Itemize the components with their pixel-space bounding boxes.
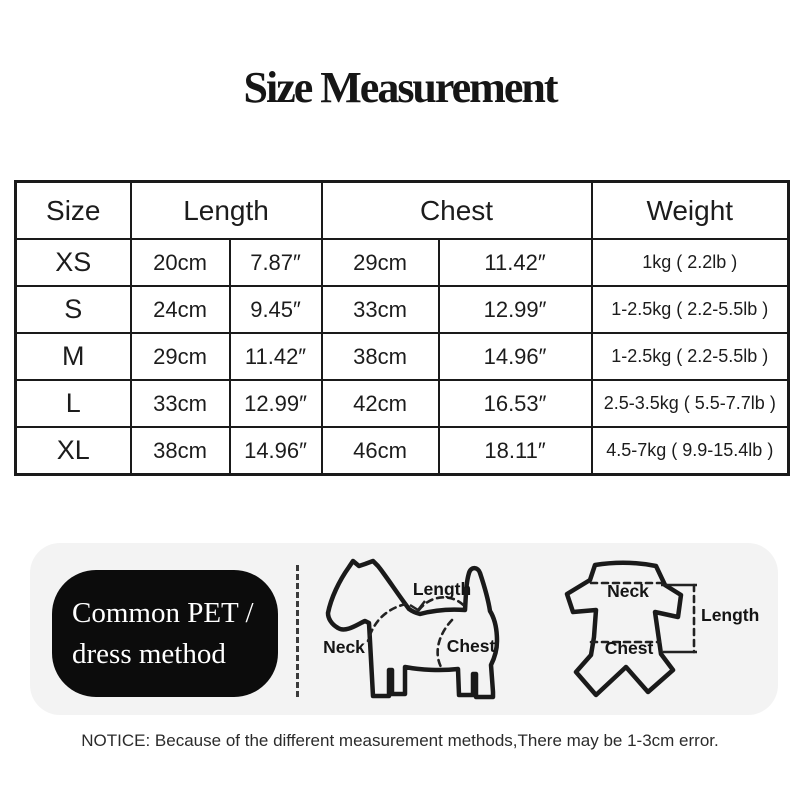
- page-title: Size Measurement: [243, 63, 559, 112]
- cell-weight: 1-2.5kg ( 2.2-5.5lb ): [590, 332, 790, 381]
- cell-weight: 2.5-3.5kg ( 5.5-7.7lb ): [590, 379, 790, 428]
- cell-length-cm: 38cm: [129, 426, 231, 476]
- cell-chest-cm: 29cm: [320, 238, 440, 287]
- cell-length-in: 7.87″: [228, 238, 323, 287]
- dog-chest-label: Chest: [447, 636, 496, 656]
- cell-chest-in: 18.11″: [437, 426, 593, 476]
- header-weight: Weight: [590, 180, 790, 240]
- cell-chest-in: 12.99″: [437, 285, 593, 334]
- garment-length-label: Length: [701, 605, 759, 625]
- garment-measurement-diagram-icon: Neck Chest Length: [564, 560, 759, 698]
- cell-chest-cm: 38cm: [320, 332, 440, 381]
- cell-chest-in: 14.96″: [437, 332, 593, 381]
- cell-length-cm: 20cm: [129, 238, 231, 287]
- table-row: L 33cm 12.99″ 42cm 16.53″ 2.5-3.5kg ( 5.…: [14, 379, 790, 428]
- cell-chest-in: 11.42″: [437, 238, 593, 287]
- measurement-method-panel: Common PET / dress method Length Neck Ch…: [30, 543, 778, 715]
- table-row: M 29cm 11.42″ 38cm 14.96″ 1-2.5kg ( 2.2-…: [14, 332, 790, 381]
- header-chest: Chest: [320, 180, 593, 240]
- cell-size: M: [14, 332, 132, 381]
- cell-weight: 1kg ( 2.2lb ): [590, 238, 790, 287]
- cell-size: L: [14, 379, 132, 428]
- dashed-divider: [296, 565, 299, 697]
- method-badge-line2: dress method: [72, 637, 226, 670]
- garment-chest-label: Chest: [605, 638, 654, 658]
- size-measurement-table: Size Length Chest Weight XS 20cm 7.87″ 2…: [14, 180, 791, 476]
- cell-weight: 4.5-7kg ( 9.9-15.4lb ): [590, 426, 790, 476]
- dog-measurement-diagram-icon: Length Neck Chest: [323, 558, 500, 700]
- cell-chest-cm: 42cm: [320, 379, 440, 428]
- dog-neck-label: Neck: [323, 637, 365, 657]
- table-row: XS 20cm 7.87″ 29cm 11.42″ 1kg ( 2.2lb ): [14, 238, 790, 287]
- table-row: XL 38cm 14.96″ 46cm 18.11″ 4.5-7kg ( 9.9…: [14, 426, 790, 476]
- cell-length-cm: 24cm: [129, 285, 231, 334]
- header-size: Size: [14, 180, 132, 240]
- method-badge: Common PET / dress method: [52, 570, 278, 697]
- table-row: S 24cm 9.45″ 33cm 12.99″ 1-2.5kg ( 2.2-5…: [14, 285, 790, 334]
- cell-size: S: [14, 285, 132, 334]
- cell-chest-cm: 46cm: [320, 426, 440, 476]
- cell-size: XL: [14, 426, 132, 476]
- garment-neck-label: Neck: [607, 581, 649, 601]
- header-length: Length: [129, 180, 323, 240]
- dog-length-label: Length: [413, 579, 471, 599]
- cell-length-in: 11.42″: [228, 332, 323, 381]
- notice-text: NOTICE: Because of the different measure…: [81, 731, 719, 750]
- cell-weight: 1-2.5kg ( 2.2-5.5lb ): [590, 285, 790, 334]
- cell-length-cm: 33cm: [129, 379, 231, 428]
- table-header-row: Size Length Chest Weight: [14, 180, 790, 240]
- cell-length-in: 12.99″: [228, 379, 323, 428]
- cell-chest-cm: 33cm: [320, 285, 440, 334]
- cell-chest-in: 16.53″: [437, 379, 593, 428]
- cell-length-cm: 29cm: [129, 332, 231, 381]
- method-badge-line1: Common PET /: [72, 596, 254, 629]
- cell-length-in: 14.96″: [228, 426, 323, 476]
- cell-length-in: 9.45″: [228, 285, 323, 334]
- cell-size: XS: [14, 238, 132, 287]
